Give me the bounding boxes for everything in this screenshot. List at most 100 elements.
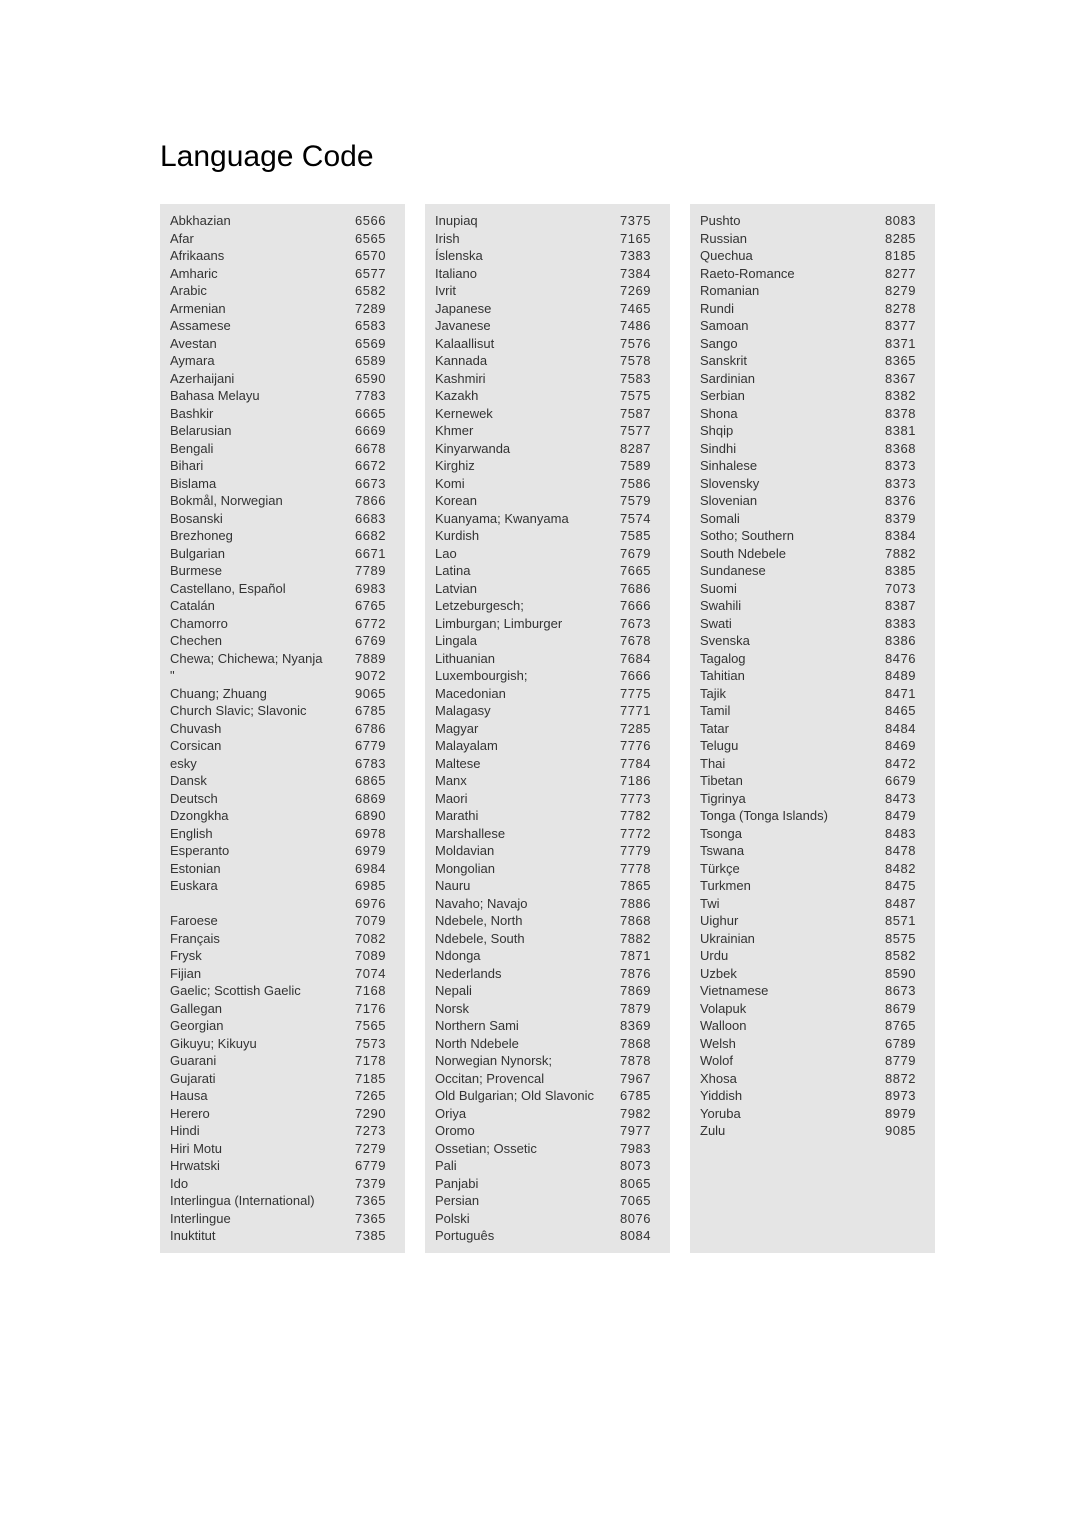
language-row: Herero7290 [170,1105,395,1123]
language-name: Nederlands [435,965,620,983]
language-name: Esperanto [170,842,355,860]
language-row: Yiddish8973 [700,1087,925,1105]
language-name: Italiano [435,265,620,283]
language-row: Latvian7686 [435,580,660,598]
language-code: 6772 [355,615,395,633]
language-row: Mongolian7778 [435,860,660,878]
language-row: Belarusian6669 [170,422,395,440]
language-name: Persian [435,1192,620,1210]
language-name: Twi [700,895,885,913]
language-code: 7889 [355,650,395,668]
language-row: Dzongkha6890 [170,807,395,825]
language-code: 7576 [620,335,660,353]
language-name: Kurdish [435,527,620,545]
language-name: Navaho; Navajo [435,895,620,913]
language-code: 7165 [620,230,660,248]
language-row: Pali8073 [435,1157,660,1175]
language-name: Khmer [435,422,620,440]
language-name: Thai [700,755,885,773]
language-code: 7079 [355,912,395,930]
language-row: Chuang; Zhuang9065 [170,685,395,703]
language-code: 7073 [885,580,925,598]
language-row: Chechen6769 [170,632,395,650]
language-row: Tahitian8489 [700,667,925,685]
language-name: Tatar [700,720,885,738]
language-row: Kalaallisut7576 [435,335,660,353]
language-row: Ukrainian8575 [700,930,925,948]
language-code: 7089 [355,947,395,965]
language-row: Tsonga8483 [700,825,925,843]
language-name: Slovensky [700,475,885,493]
language-code: 8469 [885,737,925,755]
language-row: Nepali7869 [435,982,660,1000]
language-code: 7977 [620,1122,660,1140]
language-code: 7585 [620,527,660,545]
language-code: 6582 [355,282,395,300]
language-row: Komi7586 [435,475,660,493]
language-code: 7983 [620,1140,660,1158]
language-row: Welsh6789 [700,1035,925,1053]
language-row: Swati8383 [700,615,925,633]
language-code: 6671 [355,545,395,563]
language-code: 6673 [355,475,395,493]
language-code: 6984 [355,860,395,878]
language-name: Wolof [700,1052,885,1070]
language-row: Aymara6589 [170,352,395,370]
language-row: Yoruba8979 [700,1105,925,1123]
language-row: Chamorro6772 [170,615,395,633]
language-code: 7365 [355,1192,395,1210]
language-row: Bengali6678 [170,440,395,458]
language-code: 6976 [355,895,395,913]
language-row: Romanian8279 [700,282,925,300]
language-code: 6785 [355,702,395,720]
language-name: Gujarati [170,1070,355,1088]
language-row: Limburgan; Limburger7673 [435,615,660,633]
language-code: 8484 [885,720,925,738]
language-row: Malagasy7771 [435,702,660,720]
language-row: Ndebele, South7882 [435,930,660,948]
column-2: Inupiaq7375Irish7165Íslenska7383Italiano… [425,204,670,1253]
language-code: 6590 [355,370,395,388]
language-code: 7385 [355,1227,395,1245]
language-code: 6869 [355,790,395,808]
language-code: 7285 [620,720,660,738]
language-code: 6672 [355,457,395,475]
language-row: Malayalam7776 [435,737,660,755]
language-code: 6783 [355,755,395,773]
language-row: Luxembourgish;7666 [435,667,660,685]
language-row: Kashmiri7583 [435,370,660,388]
language-row: Burmese7789 [170,562,395,580]
language-code: 7773 [620,790,660,808]
language-code: 7578 [620,352,660,370]
language-code: 8383 [885,615,925,633]
language-row: Kannada7578 [435,352,660,370]
language-code: 7265 [355,1087,395,1105]
language-row: Ndebele, North7868 [435,912,660,930]
language-row: Bokmål, Norwegian7866 [170,492,395,510]
language-name: Hausa [170,1087,355,1105]
language-row: Uighur8571 [700,912,925,930]
language-name: Íslenska [435,247,620,265]
language-code: 7575 [620,387,660,405]
language-row: Avestan6569 [170,335,395,353]
language-row: Persian7065 [435,1192,660,1210]
language-row: Oriya7982 [435,1105,660,1123]
language-row: Tswana8478 [700,842,925,860]
language-row: Urdu8582 [700,947,925,965]
language-name: Walloon [700,1017,885,1035]
language-row: Sotho; Southern8384 [700,527,925,545]
language-code: 7176 [355,1000,395,1018]
language-name: Latina [435,562,620,580]
language-name: Estonian [170,860,355,878]
language-name: Volapuk [700,1000,885,1018]
language-name: Magyar [435,720,620,738]
language-code: 7279 [355,1140,395,1158]
language-row: Northern Sami8369 [435,1017,660,1035]
language-code: 7776 [620,737,660,755]
language-code: 7587 [620,405,660,423]
language-code: 8381 [885,422,925,440]
language-code: 8779 [885,1052,925,1070]
language-row: Bosanski6683 [170,510,395,528]
language-code: 7577 [620,422,660,440]
language-row: Deutsch6869 [170,790,395,808]
